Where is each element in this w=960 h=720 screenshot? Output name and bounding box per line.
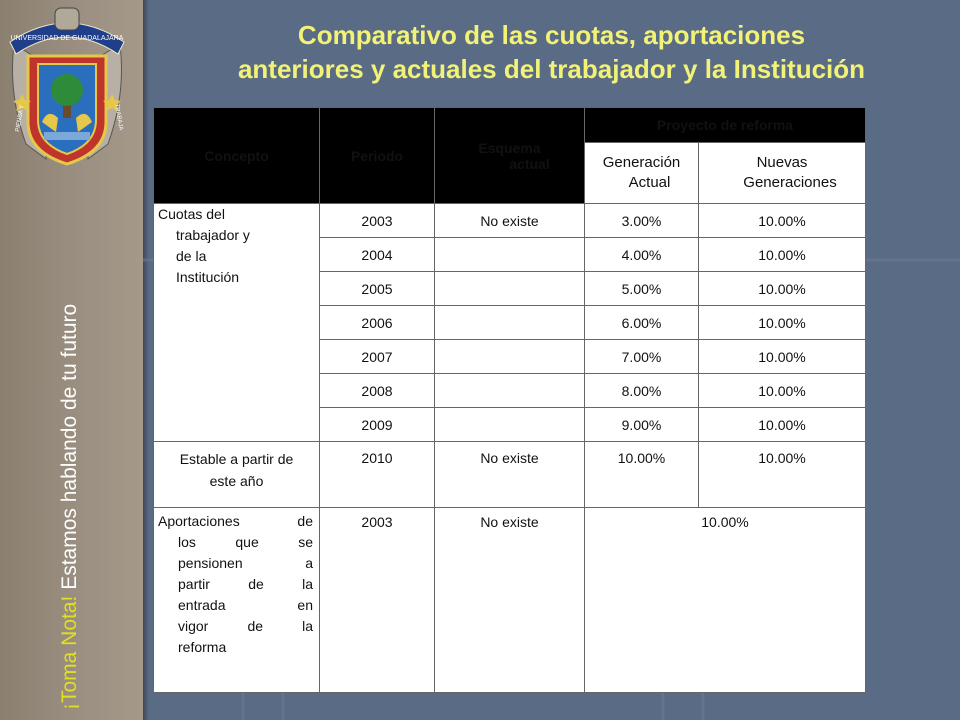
periodo-cell: 2004: [319, 237, 435, 272]
nuevas-cell: 10.00%: [698, 339, 866, 374]
title-line-2: anteriores y actuales del trabajador y l…: [237, 54, 866, 84]
header-gen-line1: Generación: [602, 154, 681, 171]
esquema-cell: [434, 407, 585, 442]
esquema-cell: No existe: [434, 203, 585, 238]
tagline-text: Estamos hablando de tu futuro: [58, 303, 81, 596]
nuevas-cell: 10.00%: [698, 373, 866, 408]
table-row: Estable a partir de este año 2010 No exi…: [153, 441, 866, 508]
concepto-aportaciones: Aportaciones de los que se pensionen a p…: [153, 507, 320, 693]
esquema-cell: No existe: [434, 507, 585, 693]
concepto-line: este año: [209, 473, 264, 489]
periodo-cell: 2008: [319, 373, 435, 408]
periodo-cell: 2009: [319, 407, 435, 442]
gen-actual-cell: 5.00%: [584, 271, 699, 306]
table-row: Aportaciones de los que se pensionen a p…: [153, 507, 866, 693]
periodo-cell: 2006: [319, 305, 435, 340]
header-nuevas-line2: Generaciones: [743, 174, 837, 191]
esquema-cell: [434, 237, 585, 272]
header-esquema-line2: actual: [509, 155, 550, 172]
header-esquema-line1: Esquema: [478, 139, 541, 156]
nuevas-cell: 10.00%: [698, 203, 866, 238]
header-esquema-actual: Esquema actual: [434, 107, 585, 204]
concepto-line: de la: [176, 248, 207, 264]
university-crest-icon: UNIVERSIDAD DE GUADALAJARA PIENSA Y TRAB…: [9, 7, 125, 166]
nuevas-cell: 10.00%: [698, 441, 866, 508]
concepto-line: Cuotas del: [158, 206, 225, 222]
concepto-estable: Estable a partir de este año: [153, 441, 320, 508]
gen-actual-cell: 4.00%: [584, 237, 699, 272]
nuevas-cell: 10.00%: [698, 305, 866, 340]
svg-text:TRABAJA: TRABAJA: [113, 103, 124, 131]
periodo-cell: 2003: [319, 507, 435, 693]
header-generacion-actual: Generación Actual: [584, 142, 699, 204]
gen-actual-cell: 7.00%: [584, 339, 699, 374]
gen-actual-cell: 8.00%: [584, 373, 699, 408]
esquema-cell: [434, 305, 585, 340]
gen-actual-cell: 6.00%: [584, 305, 699, 340]
header-periodo: Periodo: [319, 107, 435, 204]
concepto-line: Aportaciones de: [158, 513, 313, 529]
header-proyecto-reforma: Proyecto de reforma: [584, 107, 866, 143]
sidebar-tagline: ¡Toma Nota! Estamos hablando de tu futur…: [58, 304, 82, 710]
gen-actual-cell: 3.00%: [584, 203, 699, 238]
title-line-1: Comparativo de las cuotas, aportaciones: [297, 20, 806, 50]
sidebar: UNIVERSIDAD DE GUADALAJARA PIENSA Y TRAB…: [0, 0, 149, 720]
header-nuevas-line1: Nuevas: [756, 154, 808, 171]
reforma-merged-cell: 10.00%: [584, 507, 866, 693]
periodo-cell: 2005: [319, 271, 435, 306]
page-title: Comparativo de las cuotas, aportaciones …: [143, 18, 960, 86]
periodo-cell: 2007: [319, 339, 435, 374]
esquema-cell: [434, 373, 585, 408]
concepto-cuotas: Cuotas del trabajador y de la Institució…: [153, 203, 320, 442]
table-row: 2008 8.00% 10.00%: [154, 373, 866, 408]
comparison-table: Concepto Periodo Esquema actual Proyecto…: [153, 107, 866, 693]
nuevas-cell: 10.00%: [698, 271, 866, 306]
concepto-line: Institución: [176, 269, 240, 285]
tagline-highlight: ¡Toma Nota!: [58, 595, 81, 710]
concepto-line: entrada en: [178, 597, 313, 613]
periodo-cell: 2003: [319, 203, 435, 238]
concepto-line: reforma: [178, 639, 227, 655]
table-row: Cuotas del trabajador y de la Institució…: [153, 203, 866, 442]
header-nuevas-generaciones: Nuevas Generaciones: [698, 142, 866, 204]
esquema-cell: [434, 339, 585, 374]
svg-text:UNIVERSIDAD DE GUADALAJARA: UNIVERSIDAD DE GUADALAJARA: [11, 35, 124, 42]
esquema-cell: No existe: [434, 441, 585, 508]
header-concepto: Concepto: [153, 107, 320, 204]
table-row: 2005 5.00% 10.00%: [154, 271, 866, 306]
nuevas-cell: 10.00%: [698, 407, 866, 442]
gen-actual-cell: 9.00%: [584, 407, 699, 442]
concepto-line: pensionen a: [178, 555, 313, 571]
concepto-line: vigor de la: [178, 618, 313, 634]
nuevas-cell: 10.00%: [698, 237, 866, 272]
concepto-line: trabajador y: [176, 227, 250, 243]
table-row: 2006 6.00% 10.00%: [154, 305, 866, 340]
concepto-line: los que se: [178, 534, 313, 550]
svg-text:PIENSA Y: PIENSA Y: [15, 104, 26, 132]
concepto-line: partir de la: [178, 576, 313, 592]
gen-actual-cell: 10.00%: [584, 441, 699, 508]
header-gen-line2: Actual: [628, 174, 671, 191]
concepto-line: Estable a partir de: [179, 451, 294, 467]
periodo-cell: 2010: [319, 441, 435, 508]
esquema-cell: [434, 271, 585, 306]
